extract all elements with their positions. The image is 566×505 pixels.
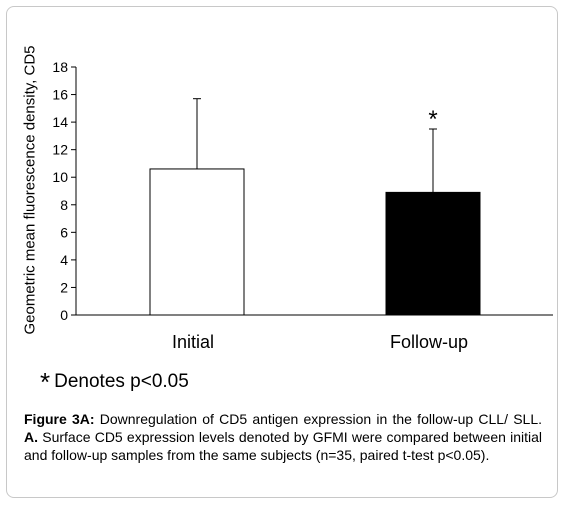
y-tick-label: 6 (60, 224, 68, 240)
y-tick-label: 18 (52, 59, 68, 75)
y-axis-label: Geometric mean fluorescence density, CD5 (21, 45, 39, 335)
caption-figure-label: Figure 3A: (24, 411, 95, 427)
caption-body: Surface CD5 expression levels denoted by… (24, 429, 543, 463)
y-tick-label: 12 (52, 142, 68, 158)
bar-chart: 0 2 4 6 8 10 12 14 16 18 Initial Follow-up * (52, 59, 553, 352)
significance-marker: * (428, 106, 437, 133)
figure-frame (6, 6, 558, 498)
x-tick-label: Initial (172, 332, 214, 352)
y-tick-label: 10 (52, 169, 68, 185)
caption-title: Downregulation of CD5 antigen expression… (99, 411, 542, 427)
figure-caption: Figure 3A: Downregulation of CD5 antigen… (24, 410, 542, 464)
y-tick-label: 4 (60, 252, 68, 268)
y-axis-label-container: Geometric mean fluorescence density, CD5 (18, 30, 42, 350)
significance-footnote: * Denotes p<0.05 (40, 363, 189, 397)
bar-initial (149, 168, 245, 316)
y-tick-label: 14 (52, 114, 68, 130)
footnote-text: Denotes p<0.05 (54, 371, 189, 392)
y-tick-label: 0 (60, 307, 68, 323)
bar-follow-up (385, 191, 481, 316)
footnote-star: * (40, 367, 51, 397)
y-tick-label: 16 (52, 87, 68, 103)
y-tick-label: 8 (60, 197, 68, 213)
x-tick-label: Follow-up (390, 332, 468, 352)
y-tick-label: 2 (60, 279, 68, 295)
caption-panel-label: A. (24, 429, 38, 445)
